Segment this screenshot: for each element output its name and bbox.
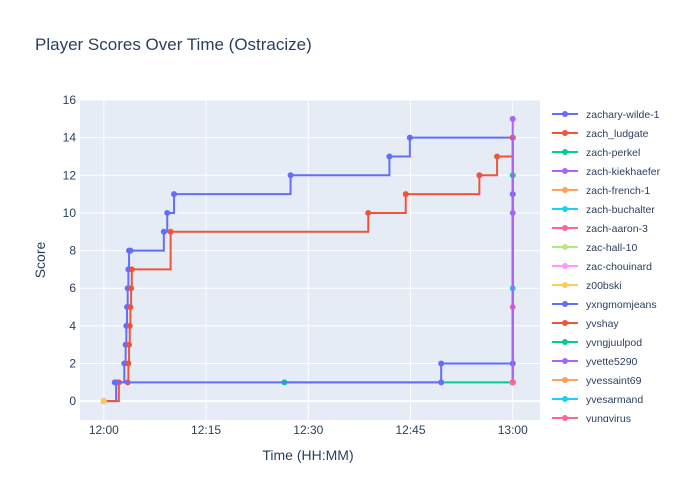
y-tick-label: 12: [63, 168, 77, 182]
legend-swatch-marker: [562, 111, 568, 117]
series-line: [103, 136, 514, 403]
legend-item[interactable]: yvshay: [552, 318, 619, 330]
data-point: [365, 209, 372, 216]
legend-label: yvngjuulpod: [586, 337, 642, 349]
legend-swatch-marker: [562, 358, 568, 364]
y-axis-title: Score: [32, 242, 48, 279]
legend-item[interactable]: yvessaint69: [552, 375, 642, 387]
data-point: [127, 304, 134, 311]
legend-swatch-marker: [562, 396, 568, 402]
data-point: [125, 360, 132, 367]
chart-title: Player Scores Over Time (Ostracize): [35, 35, 312, 54]
legend-swatch-marker: [562, 168, 568, 174]
data-point: [126, 341, 133, 348]
data-point: [127, 247, 134, 254]
legend-label: zac-chouinard: [586, 261, 652, 273]
legend-item[interactable]: z00bski: [552, 280, 622, 292]
y-tick-label: 14: [63, 131, 77, 145]
legend-swatch-marker: [562, 339, 568, 345]
plot-area: [80, 100, 540, 420]
legend-label: yvette5290: [586, 356, 638, 368]
legend-swatch-marker: [562, 282, 568, 288]
legend-swatch-marker: [562, 187, 568, 193]
data-point: [402, 191, 409, 198]
legend-label: zach-kiekhaefer: [586, 166, 661, 178]
legend-item[interactable]: zach-french-1: [552, 185, 650, 197]
legend: zachary-wilde-1 zach_ludgate zach-perkel za…: [552, 109, 661, 425]
data-point: [100, 398, 107, 405]
legend-label: z00bski: [586, 280, 622, 292]
data-point: [167, 228, 174, 235]
y-tick-label: 16: [63, 93, 77, 107]
legend-item[interactable]: yvesarmand: [552, 394, 643, 406]
legend-swatch-marker: [562, 130, 568, 136]
data-point: [287, 172, 294, 179]
legend-label: zach-buchalter: [586, 204, 655, 216]
legend-swatch-marker: [562, 301, 568, 307]
legend-item[interactable]: yvngjuulpod: [552, 337, 642, 349]
legend-swatch-marker: [562, 320, 568, 326]
legend-swatch-marker: [562, 244, 568, 250]
x-tick-label: 12:30: [293, 423, 323, 437]
legend-label: zach-perkel: [586, 147, 640, 159]
x-tick-label: 13:00: [498, 423, 528, 437]
legend-swatch-marker: [562, 263, 568, 269]
y-tick-label: 2: [69, 357, 76, 371]
legend-label: yvesarmand: [586, 394, 643, 406]
legend-item[interactable]: yvette5290: [552, 356, 638, 368]
data-point: [128, 266, 135, 273]
legend-label: yungyirus: [586, 413, 631, 425]
legend-item[interactable]: yxngmomjeans: [552, 299, 657, 311]
legend-label: zachary-wilde-1: [586, 109, 660, 121]
legend-label: zac-hall-10: [586, 242, 638, 254]
y-tick-label: 4: [69, 319, 76, 333]
legend-item[interactable]: zac-chouinard: [552, 261, 652, 273]
data-point: [111, 379, 118, 386]
x-tick-label: 12:00: [89, 423, 119, 437]
legend-swatch-marker: [562, 149, 568, 155]
legend-item[interactable]: zach-buchalter: [552, 204, 655, 216]
data-point: [494, 153, 501, 160]
y-tick-label: 8: [69, 244, 76, 258]
data-point: [438, 360, 445, 367]
legend-label: zach-aaron-3: [586, 223, 648, 235]
legend-item[interactable]: yungyirus: [552, 413, 631, 425]
data-point: [509, 379, 516, 386]
legend-item[interactable]: zachary-wilde-1: [552, 109, 660, 121]
legend-item[interactable]: zac-hall-10: [552, 242, 638, 254]
legend-label: zach-french-1: [586, 185, 650, 197]
x-axis-title: Time (HH:MM): [262, 447, 353, 463]
y-tick-label: 10: [63, 206, 77, 220]
legend-item[interactable]: zach-kiekhaefer: [552, 166, 661, 178]
data-point: [160, 228, 167, 235]
legend-label: yvshay: [586, 318, 619, 330]
legend-item[interactable]: zach_ludgate: [552, 128, 649, 140]
data-point: [128, 285, 135, 292]
data-point: [509, 115, 516, 122]
series-z00bski: [100, 398, 107, 405]
data-point: [164, 209, 171, 216]
legend-item[interactable]: zach-perkel: [552, 147, 640, 159]
legend-swatch-marker: [562, 415, 568, 421]
data-point: [406, 134, 413, 141]
data-point: [386, 153, 393, 160]
legend-swatch-marker: [562, 225, 568, 231]
legend-label: yvessaint69: [586, 375, 642, 387]
legend-item[interactable]: zach-aaron-3: [552, 223, 648, 235]
x-tick-label: 12:45: [396, 423, 426, 437]
data-point: [438, 379, 445, 386]
legend-swatch-marker: [562, 206, 568, 212]
legend-label: yxngmomjeans: [586, 299, 657, 311]
y-tick-label: 0: [69, 394, 76, 408]
series-yungyirus: [509, 379, 516, 386]
legend-swatch-marker: [562, 377, 568, 383]
data-point: [171, 191, 178, 198]
data-point: [126, 322, 133, 329]
data-point: [476, 172, 483, 179]
y-tick-label: 6: [69, 281, 76, 295]
legend-label: zach_ludgate: [586, 128, 649, 140]
x-tick-label: 12:15: [191, 423, 221, 437]
